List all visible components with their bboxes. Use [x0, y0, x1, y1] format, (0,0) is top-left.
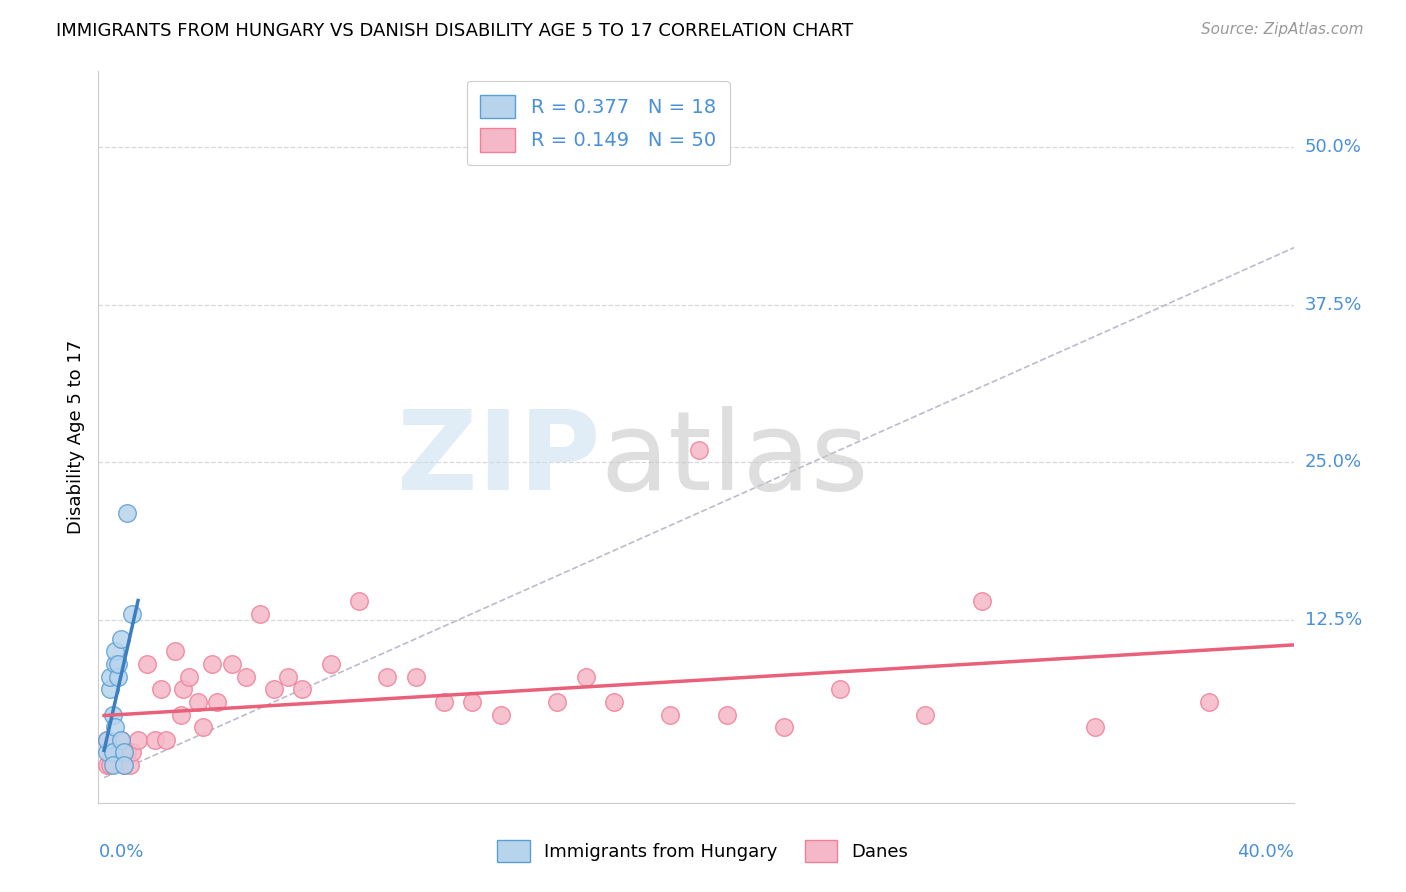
Point: [461, 695, 484, 709]
Point: [347, 594, 370, 608]
Point: [914, 707, 936, 722]
Point: [115, 745, 138, 759]
Point: [110, 732, 132, 747]
Text: 25.0%: 25.0%: [1305, 453, 1362, 471]
Point: [98, 670, 121, 684]
Point: [101, 758, 124, 772]
Point: [177, 670, 200, 684]
Text: atlas: atlas: [600, 406, 869, 513]
Point: [221, 657, 243, 671]
Text: 0.0%: 0.0%: [98, 843, 143, 861]
Y-axis label: Disability Age 5 to 17: Disability Age 5 to 17: [66, 340, 84, 534]
Point: [603, 695, 626, 709]
Point: [172, 682, 194, 697]
Point: [96, 732, 118, 747]
Point: [101, 745, 124, 759]
Point: [207, 695, 229, 709]
Point: [104, 657, 127, 671]
Text: IMMIGRANTS FROM HUNGARY VS DANISH DISABILITY AGE 5 TO 17 CORRELATION CHART: IMMIGRANTS FROM HUNGARY VS DANISH DISABI…: [56, 22, 853, 40]
Text: Source: ZipAtlas.com: Source: ZipAtlas.com: [1201, 22, 1364, 37]
Point: [193, 720, 215, 734]
Point: [249, 607, 271, 621]
Point: [118, 758, 141, 772]
Point: [1198, 695, 1220, 709]
Point: [112, 758, 135, 772]
Point: [96, 758, 118, 772]
Point: [101, 745, 124, 759]
Point: [104, 644, 127, 658]
Point: [319, 657, 342, 671]
Point: [489, 707, 512, 722]
Point: [110, 732, 132, 747]
Point: [107, 657, 129, 671]
Text: 40.0%: 40.0%: [1237, 843, 1294, 861]
Point: [772, 720, 794, 734]
Point: [115, 506, 138, 520]
Point: [405, 670, 427, 684]
Point: [235, 670, 257, 684]
Point: [127, 732, 149, 747]
Point: [574, 670, 596, 684]
Point: [291, 682, 314, 697]
Point: [96, 745, 118, 759]
Point: [121, 745, 143, 759]
Point: [110, 632, 132, 646]
Point: [107, 745, 129, 759]
Point: [98, 758, 121, 772]
Point: [149, 682, 172, 697]
Point: [107, 670, 129, 684]
Legend: Immigrants from Hungary, Danes: Immigrants from Hungary, Danes: [491, 833, 915, 870]
Point: [201, 657, 224, 671]
Point: [155, 732, 177, 747]
Point: [433, 695, 456, 709]
Legend: R = 0.377   N = 18, R = 0.149   N = 50: R = 0.377 N = 18, R = 0.149 N = 50: [467, 81, 730, 166]
Point: [104, 745, 127, 759]
Point: [121, 607, 143, 621]
Point: [98, 745, 121, 759]
Point: [659, 707, 682, 722]
Text: 37.5%: 37.5%: [1305, 295, 1362, 314]
Text: 12.5%: 12.5%: [1305, 611, 1362, 629]
Point: [688, 442, 710, 457]
Point: [375, 670, 398, 684]
Point: [112, 745, 135, 759]
Point: [98, 682, 121, 697]
Point: [970, 594, 993, 608]
Point: [1084, 720, 1107, 734]
Point: [104, 720, 127, 734]
Text: 50.0%: 50.0%: [1305, 138, 1361, 156]
Point: [186, 695, 208, 709]
Point: [163, 644, 186, 658]
Point: [101, 707, 124, 722]
Point: [96, 732, 118, 747]
Point: [263, 682, 285, 697]
Point: [546, 695, 568, 709]
Point: [169, 707, 191, 722]
Point: [143, 732, 166, 747]
Point: [112, 758, 135, 772]
Point: [277, 670, 299, 684]
Point: [135, 657, 157, 671]
Point: [830, 682, 852, 697]
Text: ZIP: ZIP: [396, 406, 600, 513]
Point: [716, 707, 738, 722]
